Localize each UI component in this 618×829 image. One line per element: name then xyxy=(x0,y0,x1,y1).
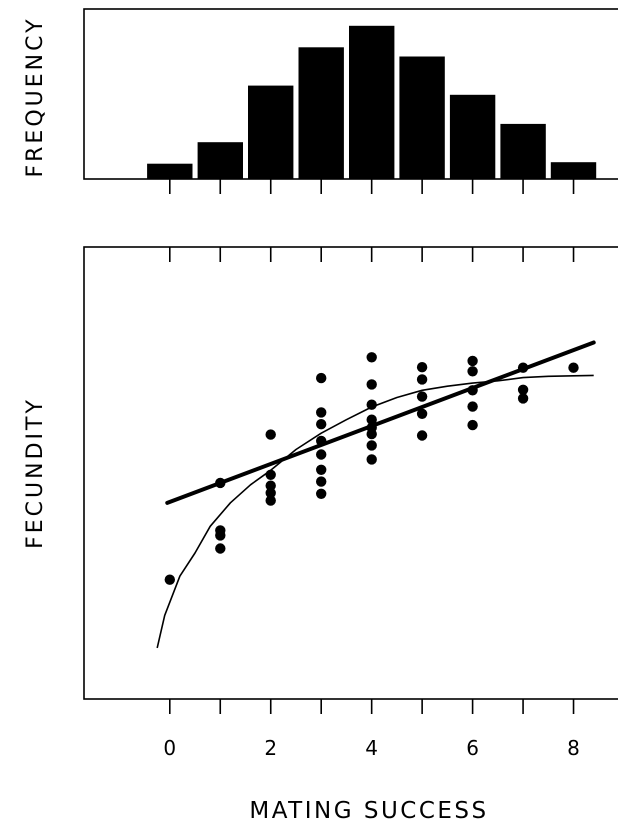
scatter-point-20 xyxy=(366,399,377,410)
scatter-point-28 xyxy=(416,391,428,402)
scatter-point-24 xyxy=(366,440,377,451)
histogram-y-axis-label: FREQUENCY xyxy=(23,16,48,177)
scatter-point-14 xyxy=(316,449,327,460)
scatter-point-38 xyxy=(517,393,529,404)
scatter-point-36 xyxy=(517,362,529,373)
scatter-point-1 xyxy=(215,477,226,489)
scatter-tick-label-8: 8 xyxy=(567,736,580,760)
scatter-y-axis-label: FECUNDITY xyxy=(23,397,48,549)
scatter-x-tick-labels: 0 2 4 6 8 xyxy=(163,736,579,760)
histogram-bar-7 xyxy=(500,123,546,179)
scatter-point-23 xyxy=(366,428,377,440)
scatter-tick-label-2: 2 xyxy=(264,736,277,760)
scatter-point-15 xyxy=(316,464,327,475)
scatter-point-18 xyxy=(366,352,377,363)
frequency-histogram: FREQUENCY xyxy=(23,8,618,194)
scatter-point-9 xyxy=(265,495,276,506)
scatter-x-ticks xyxy=(168,247,575,714)
scatter-point-5 xyxy=(265,429,276,440)
scatter-point-7 xyxy=(265,480,276,491)
histogram-x-ticks xyxy=(168,179,575,194)
scatter-point-29 xyxy=(416,408,428,419)
scatter-point-39 xyxy=(568,362,579,373)
scatter-point-8 xyxy=(265,487,276,499)
scatter-point-37 xyxy=(517,384,529,395)
histogram-bar-4 xyxy=(349,25,395,179)
scatter-point-12 xyxy=(316,419,327,430)
histogram-bar-3 xyxy=(298,47,344,179)
histogram-bar-1 xyxy=(197,142,243,179)
histogram-bar-2 xyxy=(248,85,294,179)
scatter-point-35 xyxy=(467,419,478,431)
scatter-point-4 xyxy=(215,543,226,554)
scatter-point-17 xyxy=(316,488,327,499)
scatter-fit-lines xyxy=(156,340,596,649)
histogram-bar-6 xyxy=(449,94,496,179)
scatter-point-13 xyxy=(316,435,327,447)
scatter-point-33 xyxy=(467,385,478,396)
scatter-point-32 xyxy=(467,366,478,377)
scatter-point-10 xyxy=(316,372,327,384)
scatter-point-0 xyxy=(164,574,175,585)
linear-fit-line xyxy=(165,340,596,505)
scatter-points xyxy=(164,352,579,585)
scatter-point-31 xyxy=(467,355,478,367)
fecundity-scatter-plot: 0 2 4 6 8 FECUNDITY MATING SUCCESS xyxy=(23,246,618,824)
scatter-point-26 xyxy=(416,362,428,373)
scatter-tick-label-0: 0 xyxy=(163,736,176,760)
scatter-point-19 xyxy=(366,379,377,390)
scatter-point-3 xyxy=(215,530,226,541)
scatter-point-25 xyxy=(366,454,377,465)
histogram-bar-0 xyxy=(147,163,193,179)
scatter-point-11 xyxy=(316,407,327,418)
scatter-x-axis-label: MATING SUCCESS xyxy=(249,798,488,824)
scatter-point-6 xyxy=(265,469,276,480)
scatter-tick-label-6: 6 xyxy=(466,736,479,760)
scatter-point-16 xyxy=(316,476,327,487)
scatter-point-30 xyxy=(416,430,428,441)
scatter-point-27 xyxy=(416,374,428,385)
curve-fit-line xyxy=(156,374,594,649)
histogram-bars xyxy=(147,25,597,179)
scatter-frame xyxy=(83,246,618,700)
scatter-point-21 xyxy=(366,414,377,425)
histogram-bar-5 xyxy=(399,56,445,179)
scatter-point-34 xyxy=(467,401,478,412)
histogram-bar-8 xyxy=(550,162,597,179)
scatter-tick-label-4: 4 xyxy=(365,736,378,760)
